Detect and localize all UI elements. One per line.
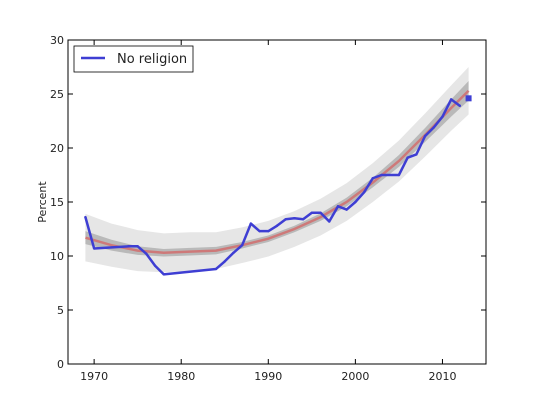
y-tick-label: 10 — [50, 250, 64, 263]
data-point — [214, 267, 218, 271]
ci-inner-band — [85, 81, 469, 257]
data-point — [449, 98, 453, 101]
data-point — [249, 222, 253, 225]
data-point — [423, 134, 427, 138]
data-point — [232, 251, 235, 254]
data-point — [127, 245, 131, 248]
data-point — [345, 208, 348, 211]
data-point — [293, 217, 296, 220]
y-axis: 0 5 10 15 20 25 30 — [50, 34, 486, 371]
data-point — [397, 173, 401, 177]
data-point — [162, 273, 165, 276]
y-tick-label: 20 — [50, 142, 64, 155]
data-point — [301, 218, 305, 221]
y-tick-label: 5 — [57, 304, 64, 317]
data-point — [441, 115, 444, 118]
y-axis-title: Percent — [36, 181, 49, 223]
data-point — [406, 156, 409, 159]
data-point — [432, 126, 435, 129]
data-point — [258, 229, 261, 233]
data-point — [310, 211, 314, 214]
data-point — [92, 247, 96, 250]
data-point — [354, 200, 357, 204]
plot-background — [68, 40, 486, 364]
x-tick-label: 1990 — [254, 370, 282, 383]
data-point — [267, 229, 270, 233]
data-point — [284, 218, 287, 221]
data-point — [336, 205, 340, 208]
data-point — [328, 220, 331, 223]
data-point — [136, 245, 139, 248]
data-point — [380, 173, 383, 177]
x-tick-label: 1970 — [80, 370, 108, 383]
y-tick-label: 25 — [50, 88, 64, 101]
y-tick-label: 0 — [57, 358, 64, 371]
x-tick-label: 1980 — [167, 370, 195, 383]
x-tick-label: 2000 — [341, 370, 369, 383]
fit-line — [85, 89, 470, 255]
legend-label-no-religion: No religion — [117, 52, 187, 67]
data-point — [153, 264, 157, 267]
data-point — [275, 224, 279, 227]
data-point — [240, 244, 244, 247]
series-layer — [84, 95, 472, 276]
y-tick-label: 30 — [50, 34, 64, 47]
data-point — [458, 104, 462, 108]
x-tick-label: 2010 — [428, 370, 456, 383]
data-point — [84, 215, 87, 219]
fit-curve — [85, 89, 470, 255]
legend: No religion — [73, 45, 194, 73]
y-tick-label: 15 — [50, 196, 64, 209]
confidence-band-inner — [85, 81, 469, 257]
x-axis: 1970 1980 1990 2000 2010 — [80, 40, 456, 383]
data-point — [415, 153, 418, 156]
data-point — [319, 211, 322, 214]
prediction-marker — [465, 95, 472, 102]
data-point — [223, 260, 226, 263]
data-point — [371, 177, 374, 180]
data-point — [145, 252, 148, 256]
data-point — [362, 191, 366, 194]
